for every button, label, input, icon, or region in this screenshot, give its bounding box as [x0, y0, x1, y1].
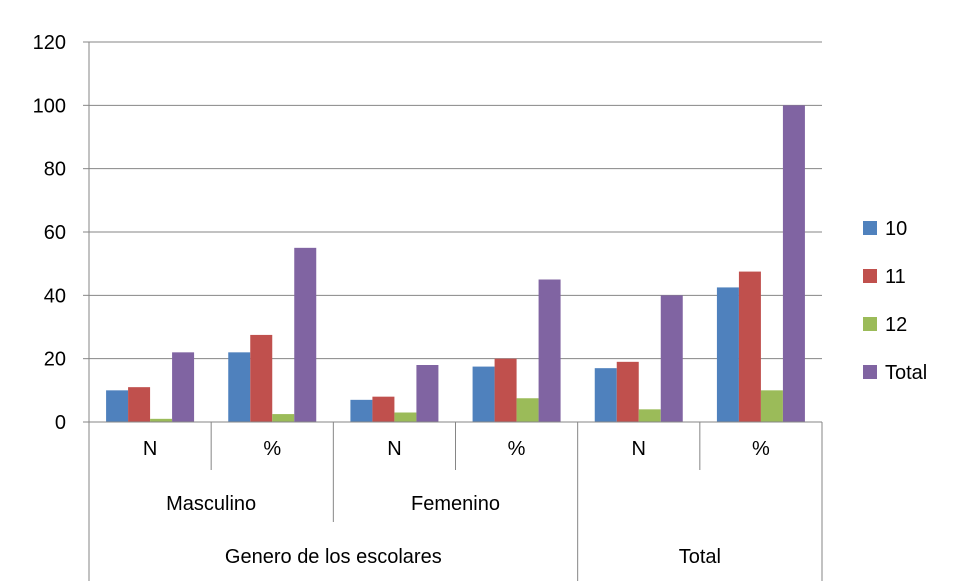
y-tick-label: 40 [44, 285, 66, 307]
bar-series-total-cat-4 [660, 295, 683, 422]
bar-series-10-cat-1 [228, 352, 251, 422]
bar-series-total-cat-0 [172, 352, 195, 422]
y-tick-label: 0 [55, 412, 66, 434]
category-label-level1: % [263, 438, 281, 460]
bar-series-10-cat-5 [716, 287, 739, 422]
gridlines [89, 41, 822, 360]
y-tick-label: 20 [44, 349, 66, 371]
group-label-level3: Total [679, 546, 721, 568]
bar-series-total-cat-3 [538, 279, 561, 422]
group-label-level3: Genero de los escolares [225, 546, 442, 568]
legend-label: 11 [885, 266, 906, 288]
bar-series-12-cat-4 [638, 409, 661, 422]
bar-series-total-cat-5 [782, 105, 805, 422]
legend-swatch [863, 365, 877, 379]
category-label-level1: N [387, 438, 401, 460]
y-tick-label: 60 [44, 222, 66, 244]
bar-series-12-cat-5 [760, 390, 783, 422]
bar-series-10-cat-0 [106, 390, 129, 422]
category-label-level1: % [752, 438, 770, 460]
category-label-level1: % [508, 438, 526, 460]
legend-label: 12 [885, 314, 907, 336]
group-label-level2: Masculino [166, 493, 256, 515]
category-label-level1: N [632, 438, 646, 460]
bar-series-12-cat-2 [394, 412, 417, 422]
y-tick-label: 80 [44, 159, 66, 181]
category-label-level1: N [143, 438, 157, 460]
legend: 10 11 12 Total [863, 218, 927, 384]
legend-label: 10 [885, 218, 907, 240]
bar-series-12-cat-1 [272, 414, 295, 422]
bar-series-11-cat-3 [494, 358, 517, 422]
y-axis-ticks: 0 20 40 60 80 100 120 [33, 32, 89, 434]
legend-swatch [863, 317, 877, 331]
y-tick-label: 100 [33, 95, 66, 117]
bar-series-10-cat-4 [594, 368, 617, 422]
bar-series-11-cat-5 [738, 271, 761, 422]
bar-series-12-cat-0 [150, 418, 173, 422]
bar-series-total-cat-1 [294, 247, 317, 422]
bar-series-10-cat-2 [350, 399, 373, 422]
bars [106, 105, 805, 422]
bar-series-11-cat-1 [250, 334, 273, 422]
bar-series-10-cat-3 [472, 366, 495, 422]
y-tick-label: 120 [33, 32, 66, 54]
bar-series-total-cat-2 [416, 365, 439, 422]
bar-series-12-cat-3 [516, 398, 539, 422]
bar-series-11-cat-0 [128, 387, 151, 422]
bar-series-11-cat-2 [372, 396, 395, 422]
x-axis-categories: N% N% N % Masculino Femenino Genero de los esc… [88, 422, 823, 581]
legend-label: Total [885, 362, 927, 384]
group-label-level2: Femenino [411, 493, 500, 515]
legend-swatch [863, 269, 877, 283]
bar-series-11-cat-4 [616, 361, 639, 422]
legend-swatch [863, 221, 877, 235]
